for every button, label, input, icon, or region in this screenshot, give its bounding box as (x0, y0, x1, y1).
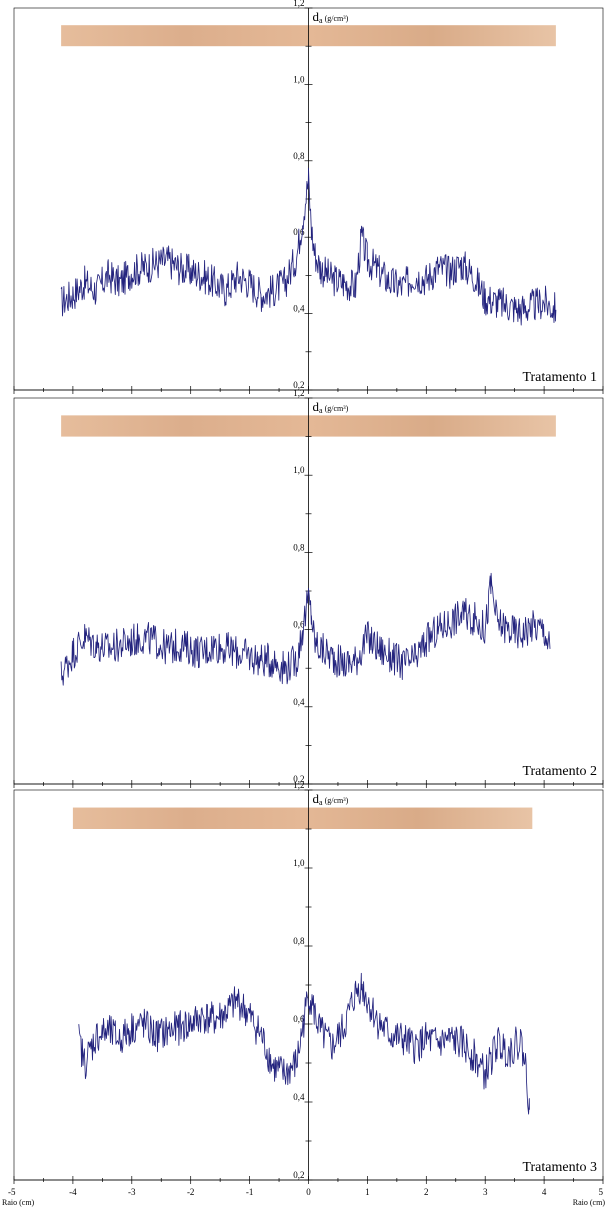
x-tick-label: -2 (187, 1187, 195, 1197)
y-tick-label: 0,2 (293, 774, 304, 784)
y-axis-label-1: da (g/cm³) (313, 9, 349, 25)
x-ticks-3 (13, 1176, 604, 1184)
y-tick-label: 0,8 (293, 936, 305, 946)
x-tick-labels: -5 -4 -3 -2 -1 0 1 2 3 4 5 (8, 1187, 604, 1197)
density-series-3 (78, 972, 530, 1115)
y-tick-label: 0,2 (293, 380, 304, 390)
y-tick-label: 1,0 (293, 465, 305, 475)
y-ticks-2: 0,2 0,4 0,6 0,8 1,0 1,2 (293, 388, 313, 785)
y-tick-label: 1,2 (293, 0, 304, 8)
y-tick-label: 0,4 (293, 697, 305, 707)
x-ticks-1 (13, 386, 604, 394)
x-tick-label: -4 (69, 1187, 77, 1197)
x-tick-label: -1 (246, 1187, 254, 1197)
y-tick-label: 1,2 (293, 388, 304, 398)
x-tick-label: 2 (424, 1187, 429, 1197)
density-series-1 (60, 167, 557, 326)
y-tick-label: 0,6 (293, 1014, 305, 1024)
treatment-label-1: Tratamento 1 (522, 370, 597, 385)
y-tick-label: 0,4 (293, 304, 305, 314)
x-tick-label: 3 (483, 1187, 488, 1197)
y-tick-label: 1,0 (293, 858, 305, 868)
wood-strip-3 (72, 807, 533, 829)
y-tick-label: 0,6 (293, 620, 305, 630)
y-tick-label: 1,0 (293, 74, 305, 84)
x-tick-label: 4 (542, 1187, 547, 1197)
treatment-label-2: Tratamento 2 (522, 764, 597, 779)
panel-2: 0,2 0,4 0,6 0,8 1,0 1,2 da (g/cm³) Tratamento … (13, 388, 604, 788)
x-tick-label: 0 (306, 1187, 311, 1197)
panel-1: 0,20,40,60,81,01,2 da (g/cm³) Tratamento … (13, 0, 604, 394)
y-tick-label: 1,2 (293, 780, 304, 790)
y-tick-label: 0,8 (293, 542, 305, 552)
y-axis-label-3: da (g/cm³) (313, 791, 349, 807)
panel-3: 0,2 0,4 0,6 0,8 1,0 1,2 da (g/cm³) Tratamento … (2, 780, 605, 1207)
x-tick-label: 5 (599, 1187, 604, 1197)
x-axis-label-left: Raio (cm) (2, 1198, 35, 1207)
y-axis-label-2: da (g/cm³) (313, 399, 349, 415)
treatment-label-3: Tratamento 3 (522, 1160, 597, 1175)
density-series-2 (60, 572, 551, 686)
y-tick-label: 0,8 (293, 151, 305, 161)
x-tick-label: -3 (128, 1187, 136, 1197)
y-tick-label: 0,2 (293, 1170, 304, 1180)
y-ticks-3: 0,2 0,4 0,6 0,8 1,0 1,2 (293, 780, 313, 1181)
x-tick-label: 1 (365, 1187, 370, 1197)
x-axis-label-right: Raio (cm) (573, 1198, 606, 1207)
x-ticks-2 (13, 780, 604, 788)
y-tick-label: 0,4 (293, 1092, 305, 1102)
x-tick-label: -5 (8, 1187, 16, 1197)
